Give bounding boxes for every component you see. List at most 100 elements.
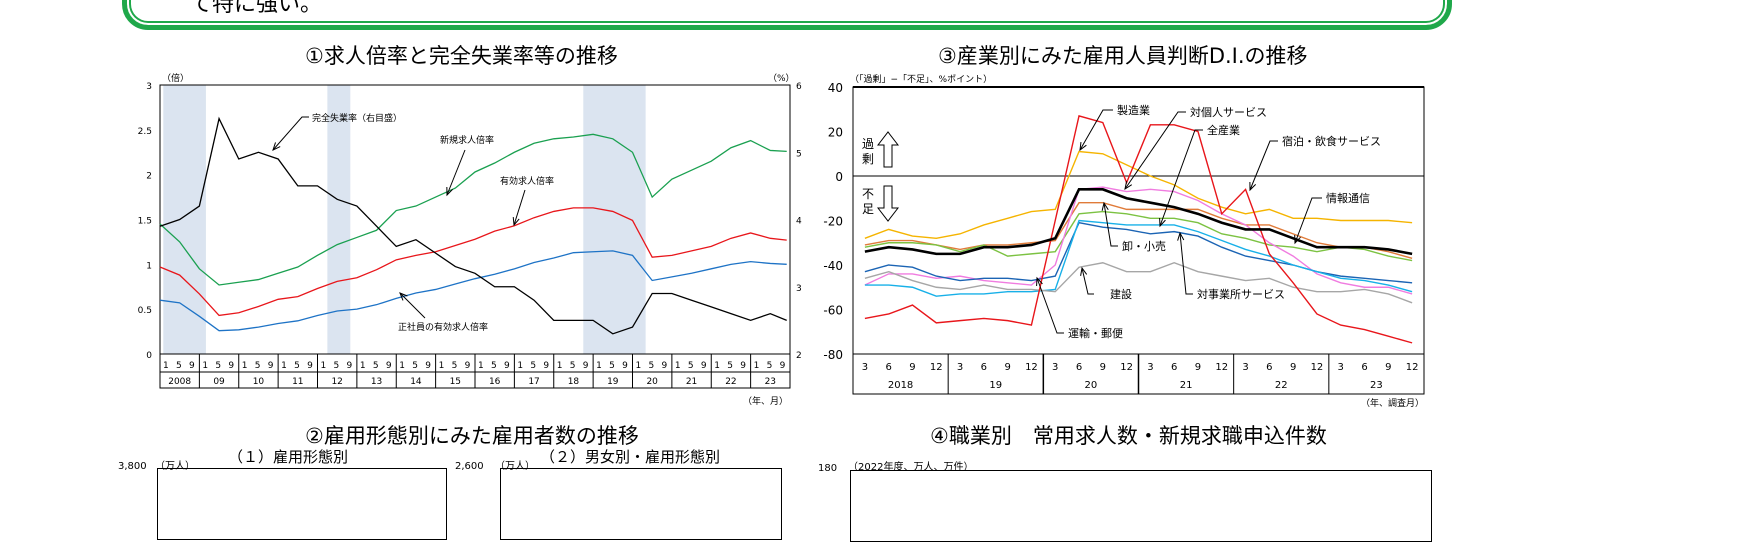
quarter-tick-label: 3 xyxy=(957,362,963,373)
up-arrow-icon xyxy=(876,131,900,168)
quarter-tick-label: 9 xyxy=(1385,362,1391,373)
quarter-tick-label: 9 xyxy=(1290,362,1296,373)
quarter-tick-label: 3 xyxy=(1147,362,1153,373)
quarter-tick-label: 6 xyxy=(1266,362,1272,373)
section2-unit-1: （万人） xyxy=(155,461,195,472)
y-tick-label: 20 xyxy=(828,126,843,140)
month-tick-label: 1 xyxy=(478,361,484,371)
month-tick-label: 1 xyxy=(281,361,287,371)
quarter-tick-label: 9 xyxy=(909,362,915,373)
quarter-tick-label: 3 xyxy=(862,362,868,373)
series-line-6 xyxy=(864,262,1413,304)
left-tick-label: 2 xyxy=(146,172,152,182)
quarter-tick-label: 12 xyxy=(930,362,943,373)
quarter-tick-label: 6 xyxy=(981,362,987,373)
month-tick-label: 9 xyxy=(543,361,549,371)
annotation-arrow-accommodation xyxy=(1249,140,1278,191)
year-tick-label: 21 xyxy=(1180,380,1193,391)
recession-shade-2 xyxy=(583,85,646,354)
month-tick-label: 1 xyxy=(202,361,208,371)
right-tick-label: 6 xyxy=(796,82,802,92)
month-tick-label: 9 xyxy=(189,361,195,371)
month-tick-label: 9 xyxy=(622,361,628,371)
annotation-arrow-personal-services-head xyxy=(1124,181,1133,191)
annotation-personal-services: 対個人サービス xyxy=(1190,105,1267,119)
series-line-3 xyxy=(159,116,787,335)
month-tick-label: 5 xyxy=(727,361,733,371)
month-tick-label: 1 xyxy=(321,361,327,371)
month-tick-label: 9 xyxy=(268,361,274,371)
y-tick-label: -60 xyxy=(823,304,843,318)
annotation-arrow-unemployment-head xyxy=(272,142,281,151)
surplus-label-1: 過 xyxy=(862,137,874,151)
annotation-arrow-transport-head xyxy=(1036,276,1043,287)
month-tick-label: 5 xyxy=(294,361,300,371)
section4-title: ④職業別 常用求人数・新規求職申込件数 xyxy=(930,424,1327,448)
series-line-3 xyxy=(864,186,1413,295)
quarter-tick-label: 3 xyxy=(1052,362,1058,373)
year-tick-label: 15 xyxy=(450,377,461,387)
annotation-arrow-regular-ratio-head xyxy=(399,292,408,301)
month-tick-label: 9 xyxy=(780,361,786,371)
section2-sub2: （２）男女別・雇用形態別 xyxy=(540,448,721,466)
annotation-arrow-wholesale-retail xyxy=(1103,202,1118,247)
right-tick-label: 2 xyxy=(796,351,802,361)
y-tick-label: -20 xyxy=(823,215,843,229)
month-tick-label: 1 xyxy=(675,361,681,371)
section2-tick-1: 3,800 xyxy=(118,461,147,472)
quarter-tick-label: 12 xyxy=(1025,362,1038,373)
annotation-transport: 運輸・郵便 xyxy=(1068,326,1123,340)
series-line-8 xyxy=(864,188,1413,256)
y-tick-label: -40 xyxy=(823,259,843,273)
year-tick-label: 23 xyxy=(765,377,776,387)
y-tick-label: 0 xyxy=(835,170,843,184)
year-tick-label: 2008 xyxy=(168,377,191,387)
annotation-accommodation: 宿泊・飲食サービス xyxy=(1282,134,1381,148)
annotation-new-ratio: 新規求人倍率 xyxy=(440,134,494,146)
month-tick-label: 9 xyxy=(583,361,589,371)
month-tick-label: 1 xyxy=(163,361,169,371)
annotation-arrow-construction-head xyxy=(1080,266,1088,276)
month-tick-label: 9 xyxy=(347,361,353,371)
quarter-tick-label: 6 xyxy=(1171,362,1177,373)
recession-shade-1 xyxy=(327,85,351,354)
annotation-arrow-effective-ratio xyxy=(513,189,526,226)
month-tick-label: 9 xyxy=(425,361,431,371)
year-tick-label: 10 xyxy=(253,377,265,387)
month-tick-label: 9 xyxy=(465,361,471,371)
quarter-tick-label: 3 xyxy=(1242,362,1248,373)
year-tick-label: 14 xyxy=(410,377,422,387)
month-tick-label: 9 xyxy=(307,361,313,371)
annotation-arrow-construction xyxy=(1081,267,1094,295)
year-tick-label: 20 xyxy=(1085,380,1098,391)
series-line-2 xyxy=(159,250,787,332)
annotation-arrow-personal-services xyxy=(1124,111,1186,190)
year-tick-label: 12 xyxy=(331,377,342,387)
month-tick-label: 5 xyxy=(767,361,773,371)
month-tick-label: 1 xyxy=(439,361,445,371)
month-tick-label: 9 xyxy=(662,361,668,371)
left-unit: （倍） xyxy=(162,72,189,84)
chart3-title: ③産業別にみた雇用人員判断D.I.の推移 xyxy=(938,44,1308,68)
quarter-tick-label: 3 xyxy=(1338,362,1344,373)
month-tick-label: 9 xyxy=(504,361,510,371)
annotation-arrow-new-ratio xyxy=(446,149,466,196)
year-tick-label: 22 xyxy=(725,377,736,387)
annotation-unemployment: 完全失業率（右目盛） xyxy=(312,112,402,124)
year-tick-label: 21 xyxy=(686,377,697,387)
annotation-arrow-business-services-head xyxy=(1177,231,1185,241)
month-tick-label: 1 xyxy=(557,361,563,371)
left-tick-label: 1.5 xyxy=(138,217,152,227)
annotation-ict: 情報通信 xyxy=(1326,192,1370,205)
left-tick-label: 0 xyxy=(146,351,152,361)
month-tick-label: 9 xyxy=(740,361,746,371)
left-tick-label: 0.5 xyxy=(138,306,152,316)
year-tick-label: 17 xyxy=(528,377,539,387)
quarter-tick-label: 12 xyxy=(1215,362,1228,373)
month-tick-label: 9 xyxy=(386,361,392,371)
series-line-0 xyxy=(864,150,1413,240)
annotation-effective-ratio: 有効求人倍率 xyxy=(500,175,554,187)
series-line-5 xyxy=(864,219,1413,297)
annotation-arrow-ict-head xyxy=(1294,234,1301,245)
